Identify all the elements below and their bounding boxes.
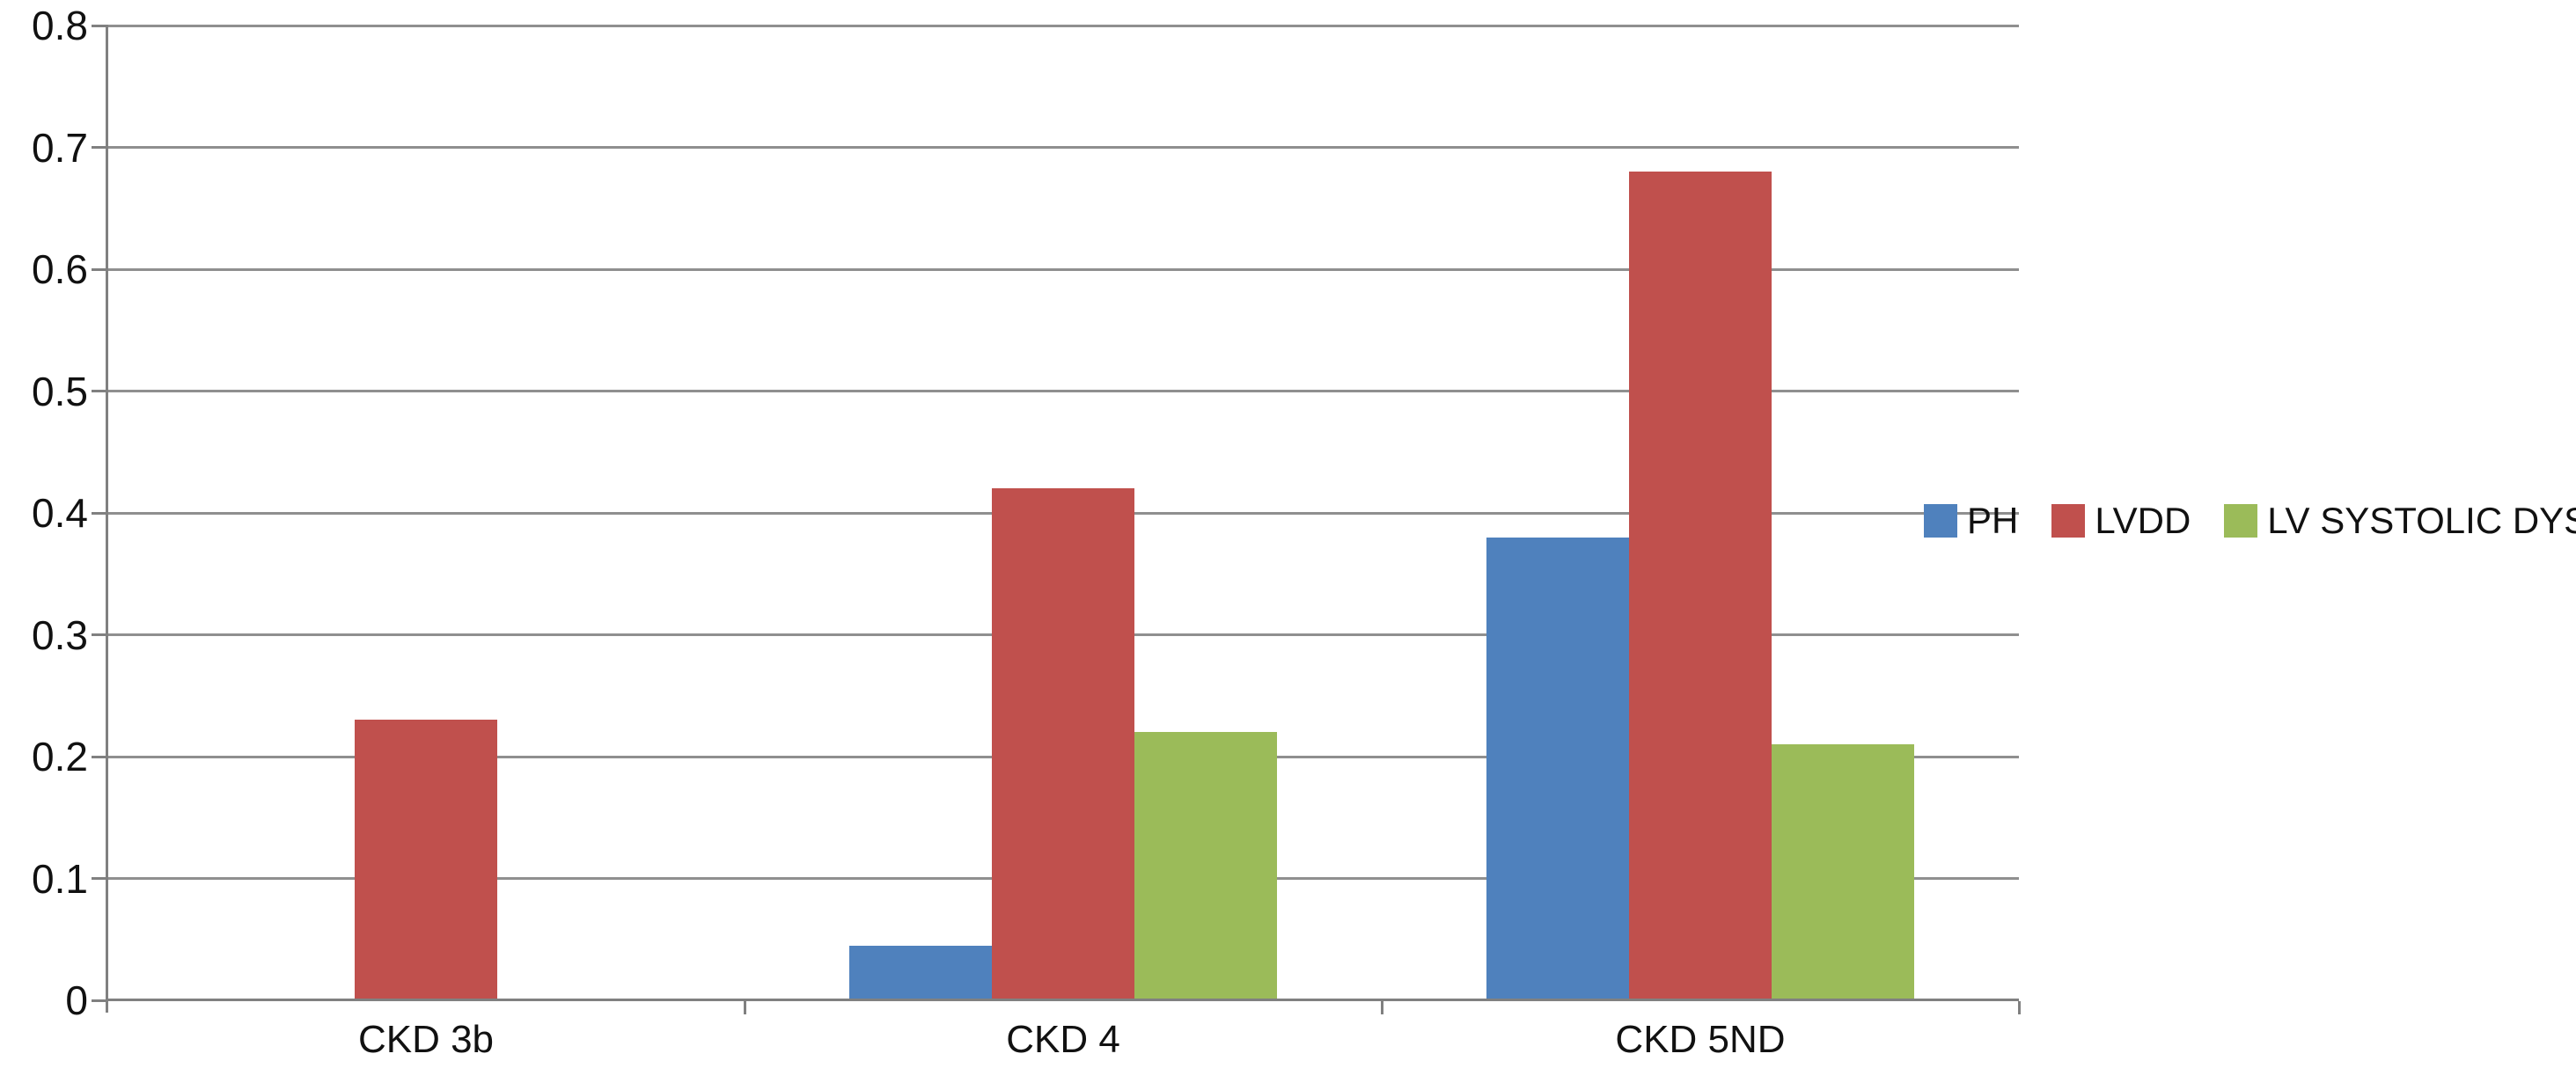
gridline-0.8: [107, 24, 2019, 27]
y-tick-0.2: [92, 755, 108, 758]
x-category-label-ckd-3b: CKD 3b: [357, 1018, 495, 1061]
x-category-label-ckd-4: CKD 4: [1006, 1018, 1120, 1061]
legend-label-ph: PH: [1967, 500, 2019, 541]
y-tick-label-0: 0: [65, 977, 88, 1023]
bar-lvdd-ckd-5nd: [1629, 172, 1772, 1000]
gridline-0.7: [107, 146, 2019, 149]
legend-swatch-ph: [1924, 504, 1957, 538]
legend-swatch-lv-systolic-dys: [2224, 504, 2258, 538]
y-axis-line: [106, 26, 108, 1013]
bar-lv-systolic-dys-ckd-4: [1134, 732, 1277, 1000]
y-tick-label-0.6: 0.6: [32, 246, 88, 292]
bar-group-ckd-5nd: [1382, 26, 2019, 1000]
y-tick-label-0.7: 0.7: [32, 124, 88, 171]
bar-lvdd-ckd-3b: [355, 720, 497, 1000]
bar-ph-ckd-4: [849, 945, 992, 1000]
bar-lv-systolic-dys-ckd-5nd: [1772, 744, 1914, 1000]
y-tick-label-0.4: 0.4: [32, 490, 88, 536]
y-tick-0.7: [92, 146, 108, 149]
legend: PH LVDD LV SYSTOLIC DYS: [1924, 501, 2576, 541]
y-tick-0.5: [92, 390, 108, 392]
y-tick-label-0.3: 0.3: [32, 611, 88, 658]
x-axis-line: [107, 999, 2019, 1001]
legend-swatch-lvdd: [2051, 504, 2086, 538]
bar-lvdd-ckd-4: [992, 488, 1134, 1000]
x-boundary-tick-3: [2017, 1001, 2021, 1014]
y-tick-label-0.1: 0.1: [32, 855, 88, 902]
y-tick-label-0.5: 0.5: [32, 368, 88, 414]
plot-area: [107, 24, 2019, 1000]
gridline-0.5: [107, 390, 2019, 392]
y-tick-0: [92, 999, 108, 1002]
legend-label-lvdd: LVDD: [2095, 500, 2191, 541]
legend-item-ph: PH: [1924, 501, 2018, 541]
y-tick-label-0.2: 0.2: [32, 734, 88, 779]
bar-group-ckd-4: [745, 26, 1382, 1000]
y-tick-0.3: [92, 633, 108, 636]
legend-item-lv-systolic-dys: LV SYSTOLIC DYS: [2224, 501, 2576, 541]
y-tick-0.4: [92, 511, 108, 515]
legend-item-lvdd: LVDD: [2051, 501, 2191, 541]
bar-group-ckd-3b: [107, 26, 745, 1000]
legend-label-lv-systolic-dys: LV SYSTOLIC DYS: [2267, 500, 2576, 541]
x-category-label-ckd-5nd: CKD 5ND: [1615, 1018, 1786, 1061]
y-tick-label-0.8: 0.8: [32, 3, 88, 48]
y-tick-0.1: [92, 877, 108, 880]
x-boundary-tick-1: [743, 1001, 746, 1014]
y-tick-0.6: [92, 267, 108, 271]
x-boundary-tick-2: [1380, 1001, 1383, 1014]
y-tick-0.8: [92, 24, 108, 27]
bar-ph-ckd-5nd: [1486, 537, 1629, 1000]
gridline-0.6: [107, 267, 2019, 271]
